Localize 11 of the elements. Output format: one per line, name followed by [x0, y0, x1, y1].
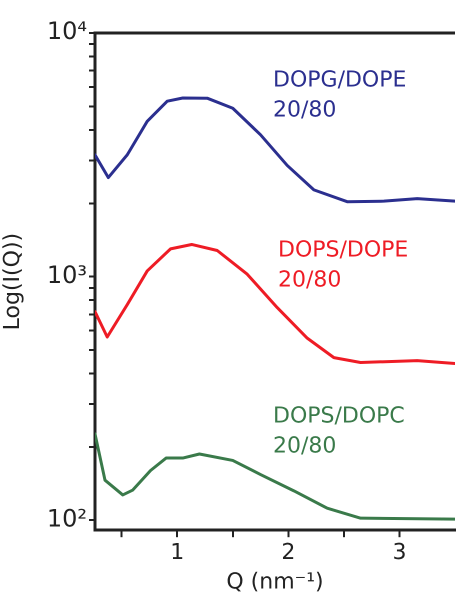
- x-tick-label: 2: [281, 540, 296, 566]
- y-axis-title: Log(I(Q)): [0, 232, 25, 330]
- x-axis-title: Q (nm⁻¹): [226, 570, 324, 595]
- series-label: DOPG/DOPE 20/80: [273, 68, 406, 123]
- x-tick-label: 3: [392, 540, 406, 566]
- series-label: DOPS/DOPE 20/80: [278, 238, 408, 293]
- x-tick-label: 1: [170, 540, 184, 566]
- y-tick-label: 10³: [46, 260, 87, 289]
- series-label: DOPS/DOPC 20/80: [273, 404, 405, 459]
- y-tick-label: 10²: [46, 504, 87, 532]
- y-tick-label: 10⁴: [46, 17, 87, 46]
